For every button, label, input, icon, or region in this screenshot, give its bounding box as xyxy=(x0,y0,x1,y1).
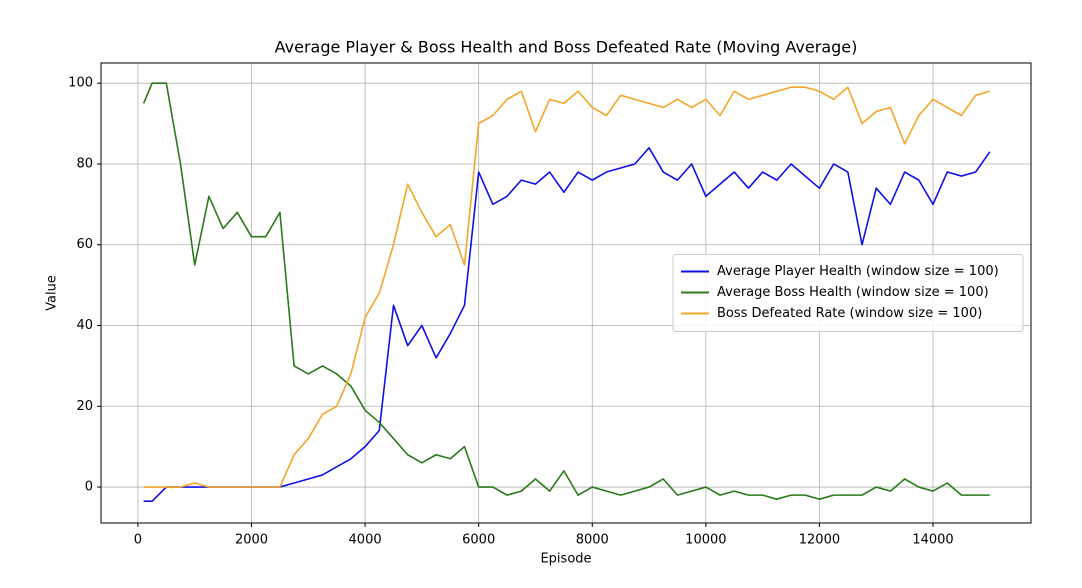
legend-box xyxy=(672,254,1024,332)
y-tick-label: 80 xyxy=(76,156,93,171)
x-tick-label: 4000 xyxy=(349,533,382,548)
x-tick-label: 6000 xyxy=(462,533,495,548)
y-tick-label: 60 xyxy=(76,237,93,252)
y-tick-label: 100 xyxy=(68,76,93,91)
x-tick-label: 0 xyxy=(134,533,142,548)
series-line xyxy=(143,86,991,488)
x-tick-label: 2000 xyxy=(235,533,268,548)
plot-frame xyxy=(100,62,1032,524)
y-axis-label: Value xyxy=(45,275,60,311)
legend: Average Player Health (window size = 100… xyxy=(672,254,1024,332)
series-line xyxy=(142,82,990,500)
legend-label: Boss Defeated Rate (window size = 100) xyxy=(717,306,982,321)
x-tick-label: 12000 xyxy=(799,533,840,548)
y-tick-label: 40 xyxy=(76,318,93,333)
x-axis-label: Episode xyxy=(540,552,591,567)
y-tick-label: 20 xyxy=(76,399,93,414)
x-tick-label: 10000 xyxy=(685,533,726,548)
legend-label: Average Boss Health (window size = 100) xyxy=(717,285,989,300)
x-tick-label: 14000 xyxy=(912,533,953,548)
chart-title: Average Player & Boss Health and Boss De… xyxy=(275,38,858,57)
y-tick-label: 0 xyxy=(85,480,93,495)
x-tick-label: 8000 xyxy=(576,533,609,548)
legend-label: Average Player Health (window size = 100… xyxy=(717,264,999,279)
